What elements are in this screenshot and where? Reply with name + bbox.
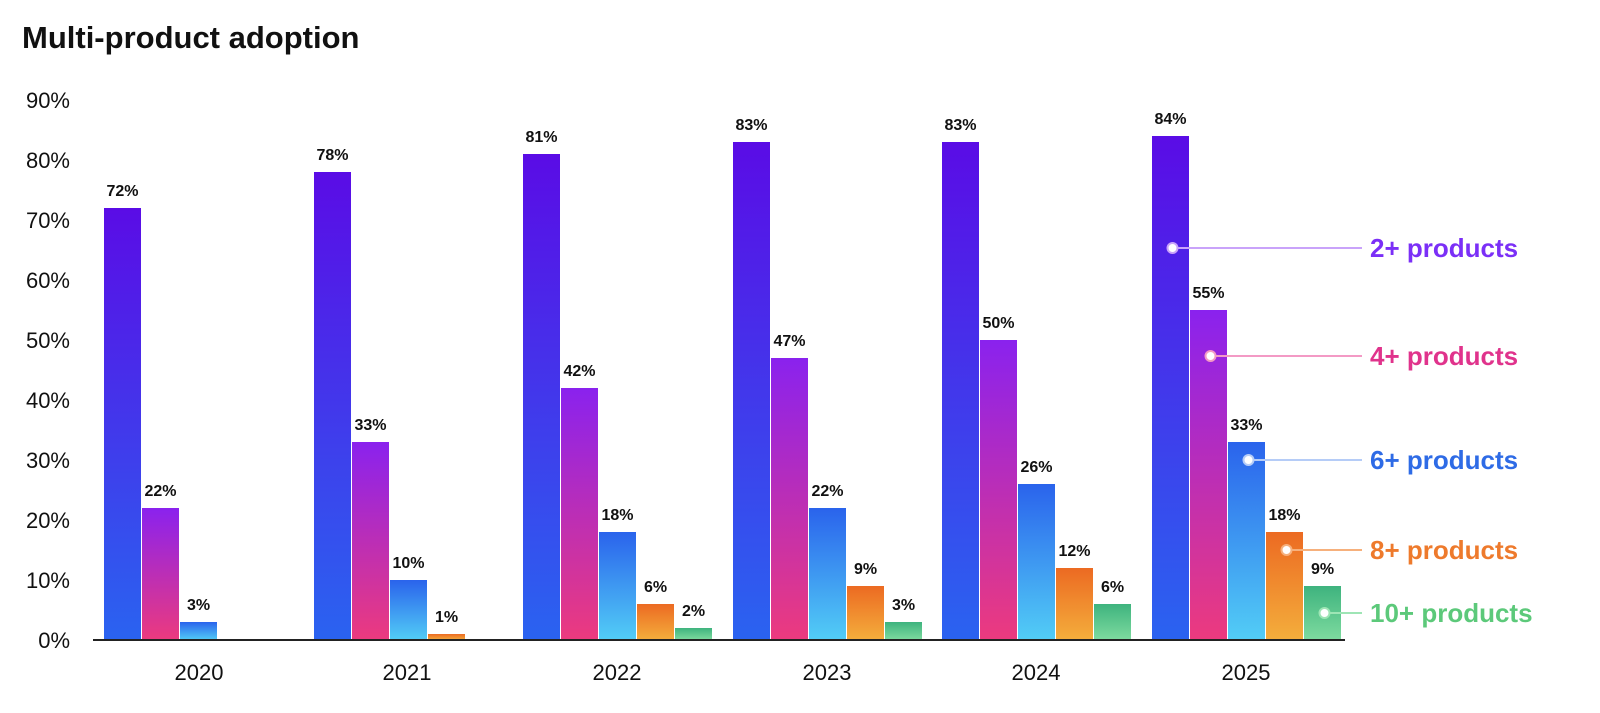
- legend-item: 8+ products: [1280, 535, 1518, 565]
- data-label: 83%: [944, 117, 976, 134]
- bar-10-products-2024: [1094, 604, 1131, 640]
- data-label: 18%: [601, 507, 633, 524]
- legend-label: 8+ products: [1370, 535, 1518, 565]
- bar-4-products-2021: [352, 442, 389, 640]
- bar-4-products-2024: [980, 340, 1017, 640]
- bar-2-products-2021: [314, 172, 351, 640]
- bar-6-products-2022: [599, 532, 636, 640]
- x-tick-label: 2022: [593, 660, 642, 685]
- data-label: 55%: [1192, 285, 1224, 302]
- bar-2-products-2025: [1152, 136, 1189, 640]
- data-label: 9%: [1311, 561, 1334, 578]
- x-tick-label: 2024: [1012, 660, 1061, 685]
- y-tick-label: 70%: [26, 208, 70, 233]
- data-label: 9%: [854, 561, 877, 578]
- bar-4-products-2020: [142, 508, 179, 640]
- bar-2-products-2022: [523, 154, 560, 640]
- y-tick-label: 80%: [26, 148, 70, 173]
- data-labels: 72% 22% 3% 78% 33% 10% 1% 81% 42% 18% 6% 2% 83% 47% 22…: [106, 111, 1334, 626]
- y-tick-label: 90%: [26, 88, 70, 113]
- bar-6-products-2025: [1228, 442, 1265, 640]
- data-label: 18%: [1268, 507, 1300, 524]
- x-tick-label: 2020: [175, 660, 224, 685]
- data-label: 50%: [982, 315, 1014, 332]
- bar-4-products-2025: [1190, 310, 1227, 640]
- legend-label: 6+ products: [1370, 445, 1518, 475]
- data-label: 78%: [316, 147, 348, 164]
- data-label: 72%: [106, 183, 138, 200]
- bar-6-products-2021: [390, 580, 427, 640]
- legend-item: 2+ products: [1166, 233, 1518, 263]
- data-label: 22%: [811, 483, 843, 500]
- legend-marker: [1318, 607, 1331, 619]
- bar-10-products-2023: [885, 622, 922, 640]
- bar-8-products-2023: [847, 586, 884, 640]
- bar-8-products-2024: [1056, 568, 1093, 640]
- bar-6-products-2023: [809, 508, 846, 640]
- y-tick-label: 50%: [26, 328, 70, 353]
- chart-title: Multi-product adoption: [22, 20, 360, 55]
- data-label: 3%: [892, 597, 915, 614]
- data-label: 26%: [1020, 459, 1052, 476]
- legend-item: 4+ products: [1204, 341, 1518, 371]
- bar-8-products-2021: [428, 634, 465, 640]
- data-label: 83%: [735, 117, 767, 134]
- bar-4-products-2023: [771, 358, 808, 640]
- data-label: 1%: [435, 609, 458, 626]
- bar-2-products-2023: [733, 142, 770, 640]
- data-label: 10%: [392, 555, 424, 572]
- data-label: 81%: [525, 129, 557, 146]
- legend-label: 4+ products: [1370, 341, 1518, 371]
- y-tick-label: 40%: [26, 388, 70, 413]
- x-tick-label: 2023: [803, 660, 852, 685]
- data-label: 22%: [144, 483, 176, 500]
- data-label: 84%: [1154, 111, 1186, 128]
- bar-2-products-2024: [942, 142, 979, 640]
- bar-2-products-2020: [104, 208, 141, 640]
- data-label: 3%: [187, 597, 210, 614]
- bar-6-products-2024: [1018, 484, 1055, 640]
- data-label: 42%: [563, 363, 595, 380]
- bar-6-products-2020: [180, 622, 217, 640]
- bar-4-products-2022: [561, 388, 598, 640]
- legend: 2+ products 4+ products 6+ products 8+ prod…: [1166, 233, 1533, 628]
- y-tick-label: 10%: [26, 568, 70, 593]
- y-axis: 0% 10% 20% 30% 40% 50% 60% 70% 80% 90%: [26, 88, 70, 653]
- data-label: 6%: [644, 579, 667, 596]
- x-tick-label: 2025: [1222, 660, 1271, 685]
- data-label: 6%: [1101, 579, 1124, 596]
- bars: [104, 136, 1341, 640]
- legend-marker: [1242, 454, 1255, 466]
- bar-8-products-2022: [637, 604, 674, 640]
- data-label: 33%: [354, 417, 386, 434]
- x-axis: 2020 2021 2022 2023 2024 2025: [175, 660, 1271, 685]
- data-label: 12%: [1058, 543, 1090, 560]
- legend-item: 10+ products: [1318, 598, 1533, 628]
- legend-marker: [1166, 242, 1179, 254]
- data-label: 2%: [682, 603, 705, 620]
- legend-label: 10+ products: [1370, 598, 1533, 628]
- data-label: 47%: [773, 333, 805, 350]
- legend-label: 2+ products: [1370, 233, 1518, 263]
- x-tick-label: 2021: [383, 660, 432, 685]
- y-tick-label: 60%: [26, 268, 70, 293]
- y-tick-label: 20%: [26, 508, 70, 533]
- legend-marker: [1280, 544, 1293, 556]
- y-tick-label: 0%: [38, 628, 70, 653]
- legend-item: 6+ products: [1242, 445, 1518, 475]
- bar-10-products-2022: [675, 628, 712, 640]
- y-tick-label: 30%: [26, 448, 70, 473]
- data-label: 33%: [1230, 417, 1262, 434]
- legend-marker: [1204, 350, 1217, 362]
